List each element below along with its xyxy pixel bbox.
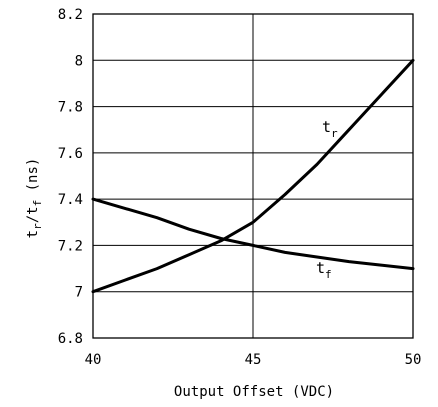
series-line-tf [91, 197, 415, 271]
x-axis-title: Output Offset (VDC) [174, 384, 334, 400]
y-tick-label: 7.6 [58, 146, 83, 162]
y-tick-labels: 6.8 7 7.2 7.4 7.6 7.8 8 8.2 [58, 7, 83, 347]
y-tick-label: 7.2 [58, 238, 83, 254]
series-labels: tr tf [316, 118, 338, 281]
series-lines [91, 58, 415, 294]
x-tick-label: 50 [405, 352, 422, 368]
plot-frame [92, 13, 414, 339]
x-tick-label: 40 [85, 352, 102, 368]
y-tick-label: 8.2 [58, 7, 83, 23]
x-tick-labels: 40 45 50 [85, 352, 422, 368]
y-tick-label: 7.8 [58, 100, 83, 116]
y-tick-label: 7.4 [58, 192, 83, 208]
grid-lines [92, 13, 414, 339]
x-tick-label: 45 [245, 352, 262, 368]
y-axis-title: tr/tf (ns) [25, 158, 44, 239]
y-tick-label: 7 [75, 285, 83, 301]
series-label-tf: tf [316, 259, 332, 281]
series-line-tr [91, 58, 415, 294]
y-tick-label: 8 [75, 53, 83, 69]
y-tick-label: 6.8 [58, 331, 83, 347]
series-label-tr: tr [322, 118, 338, 140]
